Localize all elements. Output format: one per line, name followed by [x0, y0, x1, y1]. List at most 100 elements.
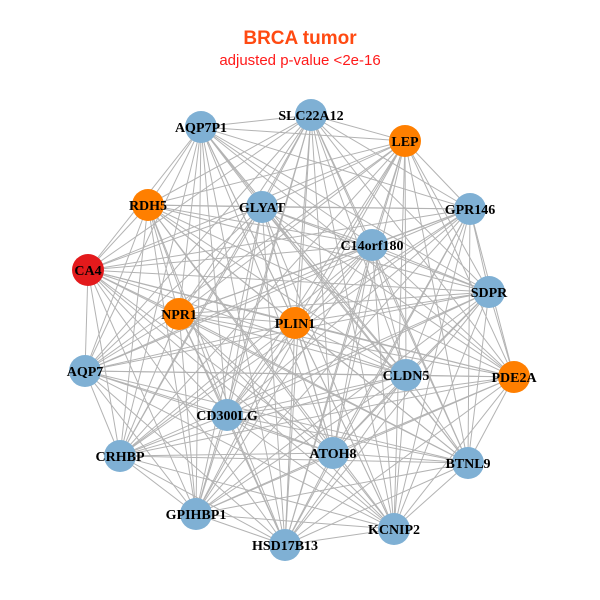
node-PLIN1[interactable]: PLIN1 [275, 307, 315, 339]
edge-SLC22A12-AQP7P1 [200, 114, 312, 128]
node-AQP7[interactable]: AQP7 [67, 355, 104, 387]
edge-GLYAT-AQP7 [84, 206, 263, 372]
edge-SLC22A12-NPR1 [178, 114, 312, 315]
node-GPIHBP1[interactable]: GPIHBP1 [166, 498, 227, 530]
node-circle[interactable] [454, 193, 486, 225]
edge-PLIN1-CLDN5 [294, 322, 407, 376]
edge-GLYAT-GPIHBP1 [195, 206, 263, 515]
node-C14orf180[interactable]: C14orf180 [341, 229, 404, 261]
edge-SDPR-HSD17B13 [284, 291, 490, 546]
node-circle[interactable] [211, 399, 243, 431]
edge-RDH5-NPR1 [147, 204, 180, 315]
edge-BTNL9-KCNIP2 [393, 462, 469, 530]
edge-CRHBP-BTNL9 [119, 455, 469, 464]
edge-C14orf180-CLDN5 [371, 244, 407, 376]
node-circle[interactable] [69, 355, 101, 387]
edge-GPR146-CA4 [87, 208, 471, 271]
edge-SDPR-CD300LG [226, 291, 490, 416]
node-label: AQP7 [67, 365, 104, 380]
node-circle[interactable] [163, 298, 195, 330]
edge-SDPR-GPIHBP1 [195, 291, 490, 515]
node-GPR146[interactable]: GPR146 [445, 193, 496, 225]
edge-CD300LG-ATOH8 [226, 414, 334, 454]
node-HSD17B13[interactable]: HSD17B13 [252, 529, 318, 561]
edge-AQP7P1-NPR1 [178, 126, 202, 315]
node-KCNIP2[interactable]: KCNIP2 [368, 513, 420, 545]
edge-LEP-CRHBP [119, 140, 406, 457]
edge-SLC22A12-RDH5 [147, 114, 312, 206]
node-CRHBP[interactable]: CRHBP [96, 440, 145, 472]
edge-SLC22A12-BTNL9 [310, 114, 469, 464]
edge-PDE2A-CD300LG [226, 376, 515, 416]
node-layer: SLC22A12 AQP7P1 LEP RDH5 GLYAT GPR146 C14orf18… [67, 99, 537, 561]
node-RDH5[interactable]: RDH5 [129, 189, 167, 221]
node-SLC22A12[interactable]: SLC22A12 [278, 99, 344, 131]
edge-PLIN1-PDE2A [294, 322, 515, 378]
edge-CLDN5-GPIHBP1 [195, 374, 407, 515]
edge-CD300LG-KCNIP2 [226, 414, 395, 530]
node-circle[interactable] [180, 498, 212, 530]
edge-BTNL9-GPIHBP1 [195, 462, 469, 515]
edge-AQP7P1-LEP [200, 126, 406, 142]
edge-CA4-GPIHBP1 [87, 269, 197, 515]
edge-SLC22A12-KCNIP2 [310, 114, 395, 530]
node-label: SDPR [471, 286, 508, 301]
node-circle[interactable] [132, 189, 164, 221]
node-SDPR[interactable]: SDPR [471, 276, 508, 308]
node-circle[interactable] [104, 440, 136, 472]
node-BTNL9[interactable]: BTNL9 [445, 447, 491, 479]
node-circle[interactable] [246, 191, 278, 223]
edge-CLDN5-CD300LG [226, 374, 407, 416]
edge-LEP-PLIN1 [294, 140, 406, 324]
node-label: CRHBP [96, 450, 145, 465]
edge-LEP-RDH5 [147, 140, 406, 206]
node-CD300LG[interactable]: CD300LG [196, 399, 258, 431]
node-CLDN5[interactable]: CLDN5 [383, 359, 430, 391]
node-circle[interactable] [72, 254, 104, 286]
edge-layer [84, 114, 515, 546]
edge-AQP7-ATOH8 [84, 370, 334, 454]
node-PDE2A[interactable]: PDE2A [491, 361, 537, 393]
node-CA4[interactable]: CA4 [72, 254, 104, 286]
node-LEP[interactable]: LEP [389, 125, 421, 157]
node-circle[interactable] [378, 513, 410, 545]
node-label: CLDN5 [383, 369, 430, 384]
node-circle[interactable] [356, 229, 388, 261]
node-AQP7P1[interactable]: AQP7P1 [175, 111, 227, 143]
node-ATOH8[interactable]: ATOH8 [310, 437, 357, 469]
node-circle[interactable] [473, 276, 505, 308]
node-circle[interactable] [498, 361, 530, 393]
edge-RDH5-PDE2A [147, 204, 515, 378]
edge-NPR1-GPIHBP1 [178, 313, 197, 515]
node-circle[interactable] [295, 99, 327, 131]
node-circle[interactable] [389, 125, 421, 157]
node-circle[interactable] [390, 359, 422, 391]
edge-C14orf180-PDE2A [371, 244, 515, 378]
edge-GPR146-CLDN5 [405, 208, 471, 376]
edge-CLDN5-ATOH8 [332, 374, 407, 454]
edge-GLYAT-CRHBP [119, 206, 263, 457]
edge-CA4-KCNIP2 [87, 269, 395, 530]
edge-AQP7P1-HSD17B13 [200, 126, 286, 546]
node-circle[interactable] [185, 111, 217, 143]
edge-CRHBP-ATOH8 [119, 452, 334, 457]
edge-ATOH8-HSD17B13 [284, 452, 334, 546]
edge-AQP7-HSD17B13 [84, 370, 286, 546]
edge-PDE2A-BTNL9 [467, 376, 515, 464]
edge-NPR1-ATOH8 [178, 313, 334, 454]
node-circle[interactable] [269, 529, 301, 561]
edge-RDH5-KCNIP2 [147, 204, 395, 530]
edge-CA4-AQP7 [84, 269, 89, 372]
node-circle[interactable] [317, 437, 349, 469]
edge-LEP-CD300LG [226, 140, 406, 416]
edge-CD300LG-GPIHBP1 [195, 414, 228, 515]
edge-LEP-PDE2A [404, 140, 515, 378]
node-label: CA4 [74, 264, 101, 279]
node-NPR1[interactable]: NPR1 [161, 298, 197, 330]
node-GLYAT[interactable]: GLYAT [239, 191, 286, 223]
edge-GLYAT-CLDN5 [261, 206, 407, 376]
node-circle[interactable] [279, 307, 311, 339]
edge-PLIN1-KCNIP2 [294, 322, 395, 530]
node-circle[interactable] [452, 447, 484, 479]
